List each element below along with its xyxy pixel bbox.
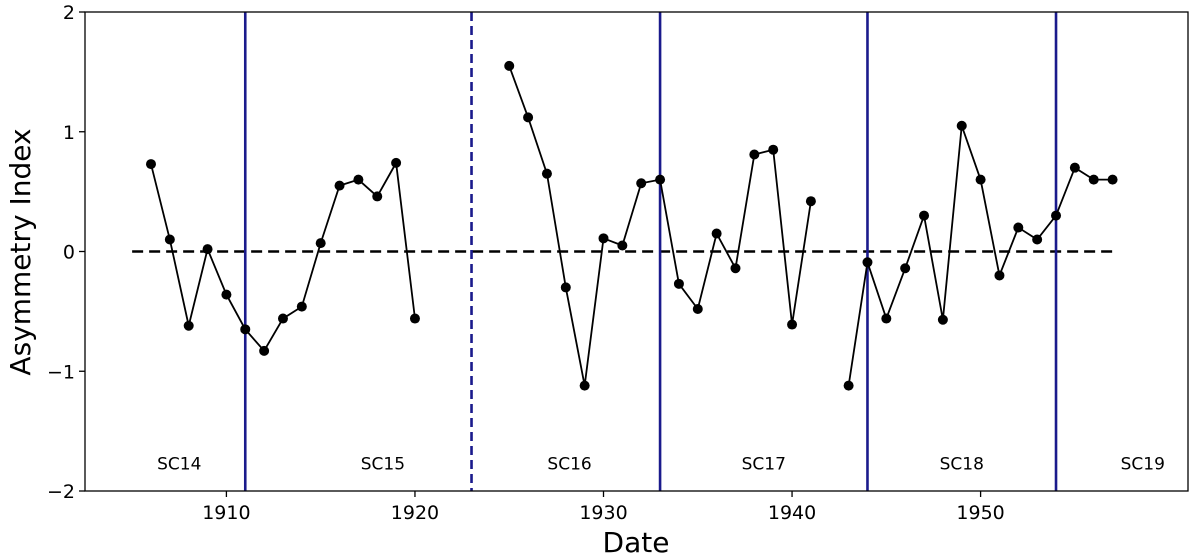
data-point — [994, 270, 1005, 281]
data-point — [334, 180, 345, 191]
data-point — [579, 380, 590, 391]
data-point — [975, 174, 986, 185]
cycle-boundaries — [243, 12, 1058, 491]
data-point — [805, 196, 816, 207]
data-point — [900, 263, 911, 274]
data-point — [1088, 174, 1099, 185]
data-point — [881, 313, 892, 324]
data-point — [541, 168, 552, 179]
data-point — [598, 233, 609, 244]
data-point — [145, 159, 156, 170]
y-tick-label: −2 — [47, 481, 75, 503]
data-point — [183, 320, 194, 331]
data-point — [202, 244, 213, 255]
data-point — [711, 228, 722, 239]
data-point — [636, 178, 647, 189]
data-point — [843, 380, 854, 391]
data-point — [259, 345, 270, 356]
data-point — [1069, 162, 1080, 173]
data-point — [655, 174, 666, 185]
data-point — [956, 120, 967, 131]
data-point — [315, 238, 326, 249]
x-tick-label: 1910 — [202, 502, 250, 524]
data-point — [296, 301, 307, 312]
data-point — [523, 112, 534, 123]
data-point — [560, 282, 571, 293]
x-tick-label: 1950 — [956, 502, 1004, 524]
data-point — [409, 313, 420, 324]
y-tick-label: 1 — [63, 122, 75, 144]
data-point — [277, 313, 288, 324]
data-point — [617, 240, 628, 251]
data-point — [1013, 222, 1024, 233]
x-axis-title: Date — [603, 526, 670, 559]
data-point — [937, 314, 948, 325]
cycle-label: SC18 — [940, 454, 984, 474]
data-point — [372, 191, 383, 202]
data-point — [1051, 210, 1062, 221]
data-point — [1032, 234, 1043, 245]
data-point — [504, 60, 515, 71]
y-tick-label: 2 — [63, 2, 75, 24]
cycle-label: SC14 — [157, 454, 201, 474]
cycle-label: SC15 — [361, 454, 405, 474]
series-layer — [145, 60, 1118, 391]
cycle-labels: SC14 SC15 SC16 SC17 SC18 SC19 — [157, 454, 1165, 474]
data-point — [1107, 174, 1118, 185]
data-point — [673, 278, 684, 289]
data-point — [353, 174, 364, 185]
data-point — [749, 149, 760, 160]
cycle-label: SC17 — [742, 454, 786, 474]
data-point — [919, 210, 930, 221]
data-point — [692, 303, 703, 314]
data-point — [240, 324, 251, 335]
cycle-label: SC16 — [547, 454, 591, 474]
tick-layer: 1910 1920 1930 1940 1950 −2 −1 0 1 2 — [47, 2, 1005, 524]
x-tick-label: 1940 — [768, 502, 816, 524]
y-tick-label: −1 — [47, 361, 75, 383]
data-point — [862, 257, 873, 268]
cycle-label: SC19 — [1121, 454, 1165, 474]
x-tick-label: 1930 — [579, 502, 627, 524]
y-axis-title: Asymmetry Index — [4, 128, 37, 375]
data-point — [787, 319, 798, 330]
data-point — [730, 263, 741, 274]
data-point — [768, 144, 779, 155]
data-point — [164, 234, 175, 245]
y-tick-label: 0 — [63, 242, 75, 264]
data-point — [221, 289, 232, 300]
x-tick-label: 1920 — [391, 502, 439, 524]
data-point — [391, 157, 402, 168]
